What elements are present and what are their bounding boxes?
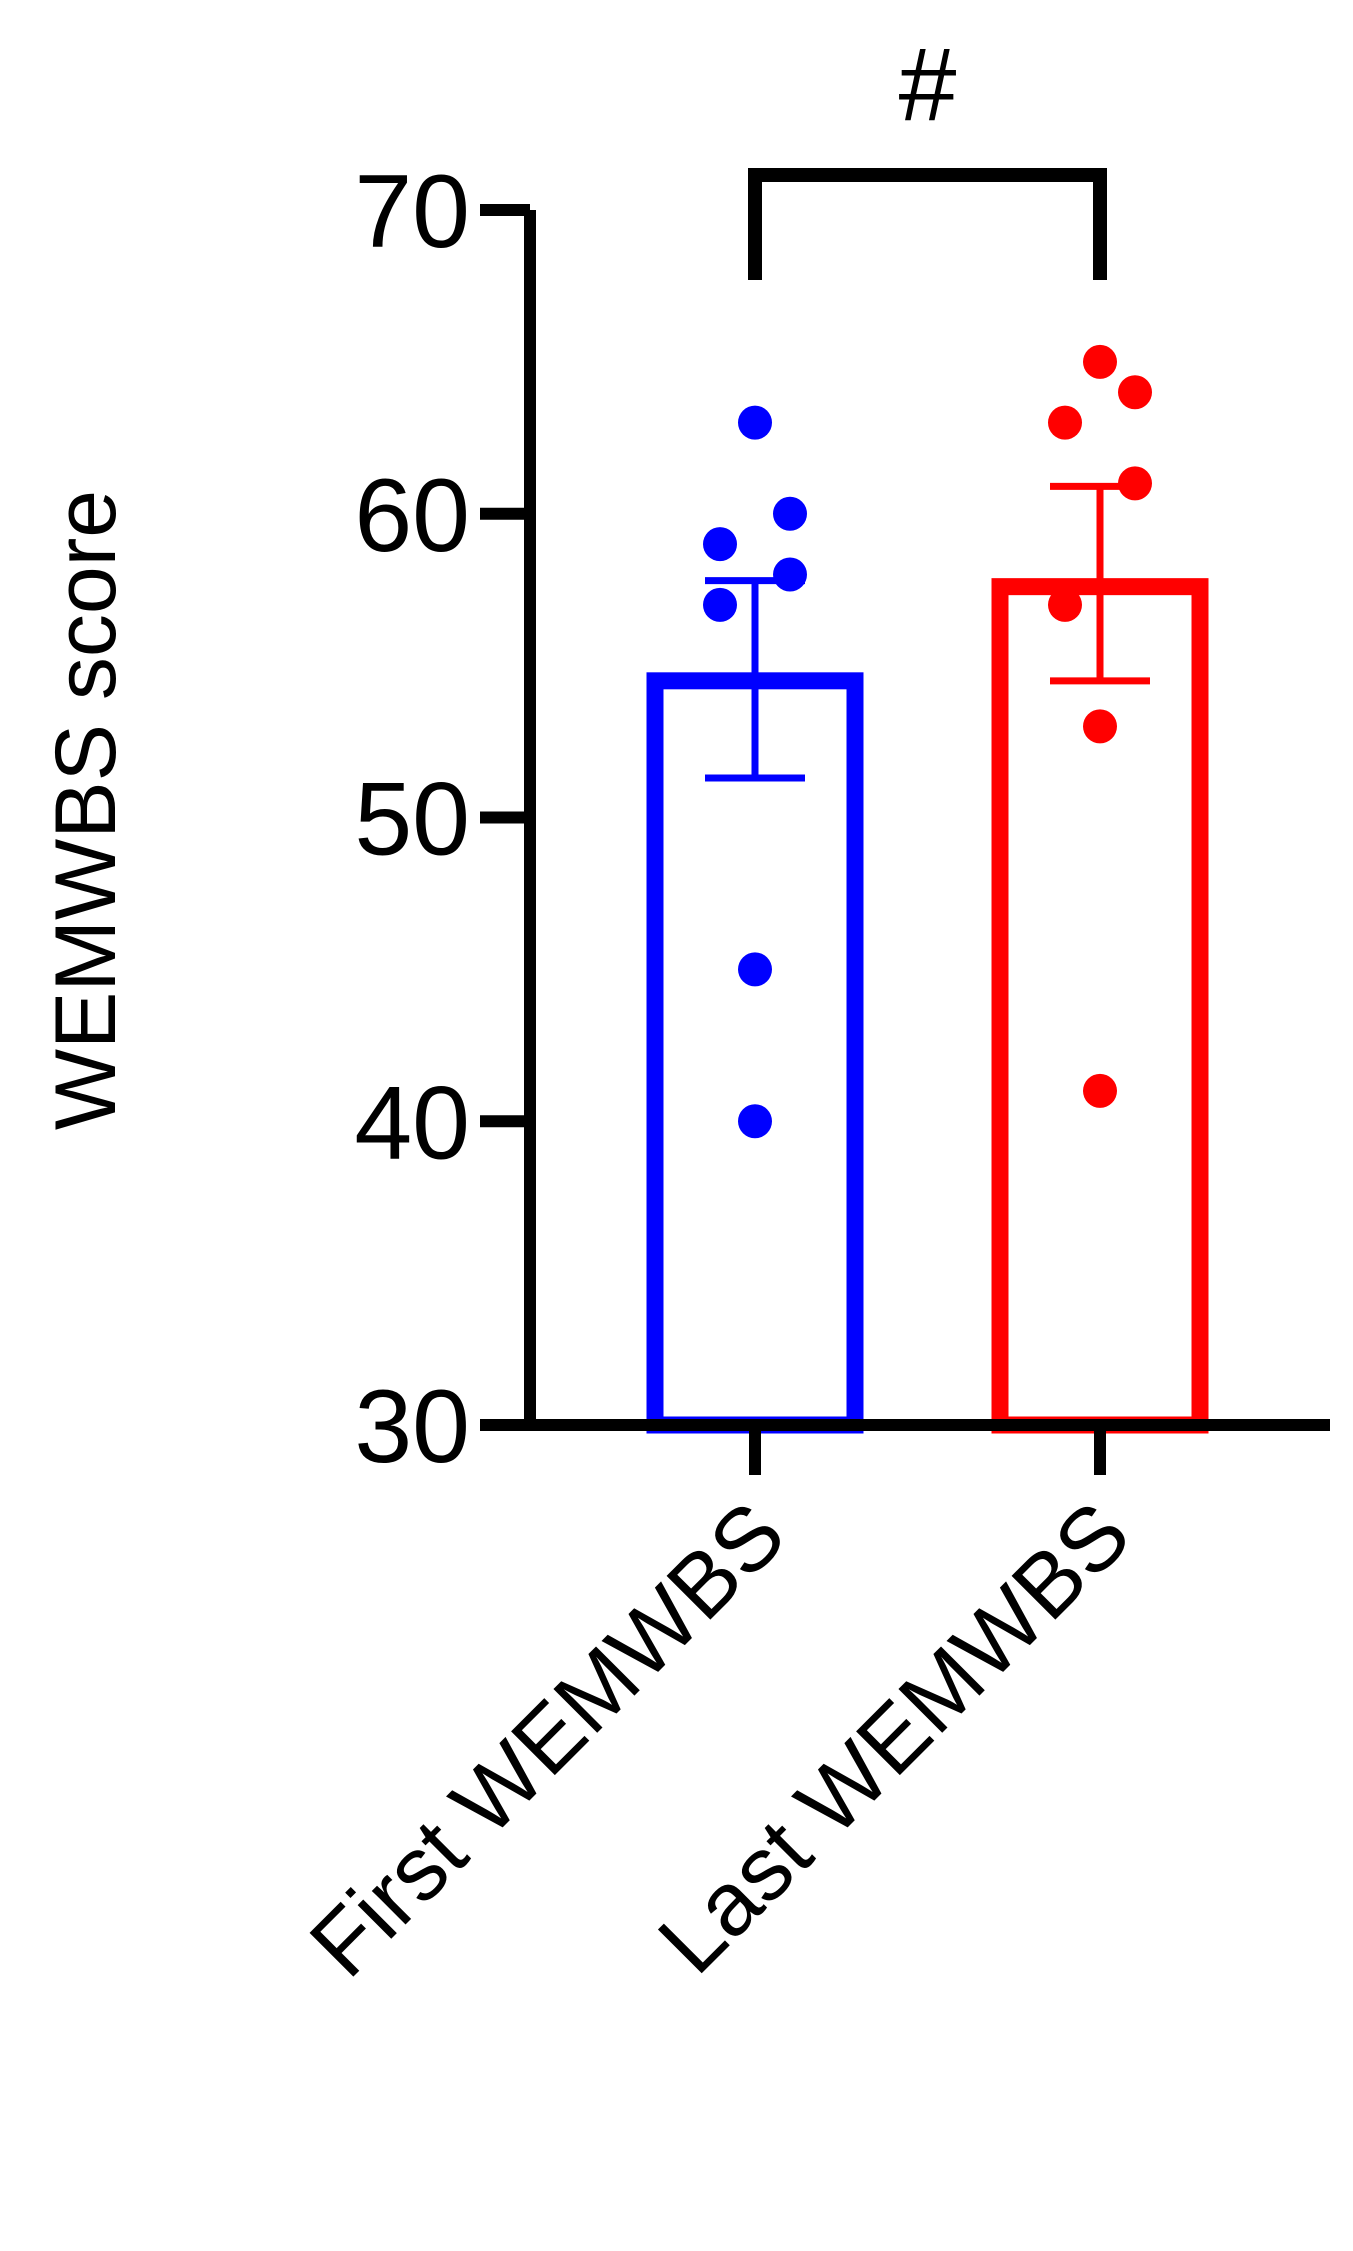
y-tick-label: 70 [354,154,470,270]
data-point [1048,405,1082,440]
data-point [703,587,737,622]
y-tick-label: 40 [354,1065,470,1181]
y-tick-label: 30 [354,1369,470,1485]
significance-label: # [899,27,957,143]
data-point [773,557,807,592]
data-point [1083,1073,1117,1108]
data-point [773,496,807,531]
data-point [738,952,772,987]
bar-1 [646,672,864,1434]
y-tick-label: 60 [354,458,470,574]
y-tick-label: 50 [354,762,470,878]
significance-bracket [748,168,1107,280]
data-point [1118,375,1152,410]
data-point [703,527,737,562]
data-point [738,405,772,440]
data-point [1083,344,1117,379]
y-axis-label: WEMWBS score [38,490,134,1130]
data-point [738,1104,772,1139]
data-point [1048,587,1082,622]
data-point [1083,709,1117,744]
